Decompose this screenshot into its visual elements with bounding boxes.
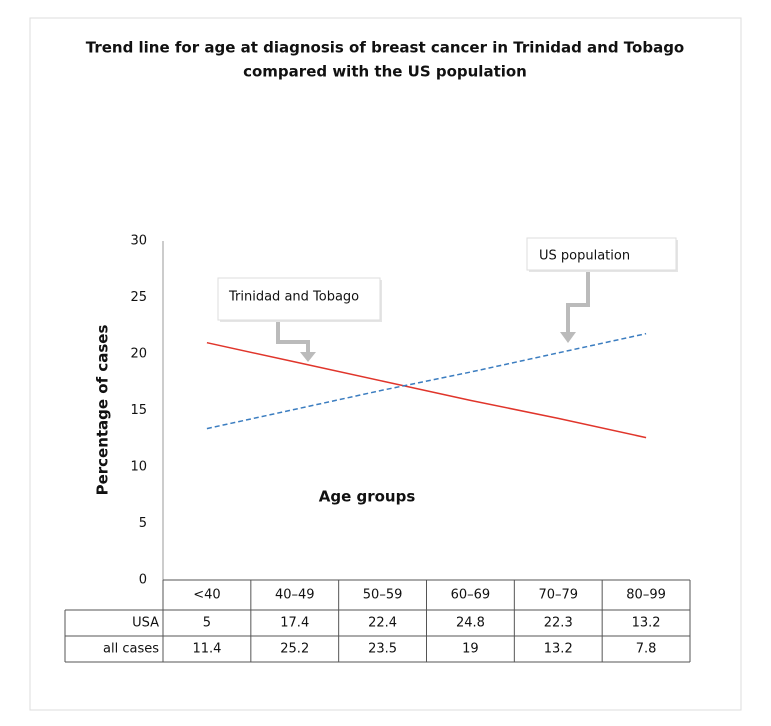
- x-tick-label: 50–59: [363, 588, 403, 603]
- y-axis-label: Percentage of cases: [94, 325, 112, 496]
- trend-line: [206, 341, 647, 439]
- x-tick-label: 80–99: [626, 588, 666, 603]
- x-tick-label: 70–79: [538, 588, 578, 603]
- table-row-label: all cases: [103, 642, 159, 657]
- trend-line: [206, 332, 647, 430]
- annotation: US population: [539, 249, 630, 264]
- frame: [29, 17, 742, 711]
- x-tick-label: 40–49: [275, 588, 315, 603]
- y-tick-label: 0: [139, 573, 147, 588]
- table-cell: 19: [462, 642, 479, 657]
- annotation-arrow: [566, 272, 590, 336]
- x-tick-label: 60–69: [451, 588, 491, 603]
- y-tick-label: 30: [130, 234, 147, 249]
- chart-title: compared with the US population: [243, 63, 527, 81]
- table-row-label: USA: [132, 616, 159, 631]
- annotation: Trinidad and Tobago: [228, 290, 359, 305]
- table-cell: 23.5: [368, 642, 397, 657]
- y-tick-label: 25: [130, 290, 147, 305]
- table-cell: 22.3: [544, 616, 573, 631]
- table-cell: 7.8: [636, 642, 657, 657]
- x-axis-label: Age groups: [319, 488, 416, 506]
- annotation-box: [217, 277, 381, 321]
- y-tick-label: 20: [130, 347, 147, 362]
- chart-title: Trend line for age at diagnosis of breas…: [86, 39, 685, 57]
- table-cell: 5: [203, 616, 211, 631]
- annotation-box: [526, 237, 677, 271]
- table-cell: 13.2: [544, 642, 573, 657]
- table-cell: 11.4: [192, 642, 221, 657]
- table-cell: 24.8: [456, 616, 485, 631]
- table-cell: 22.4: [368, 616, 397, 631]
- annotation-arrow-head: [300, 352, 316, 362]
- annotation-arrow: [276, 322, 310, 356]
- y-tick-label: 15: [130, 403, 147, 418]
- table-cell: 13.2: [632, 616, 661, 631]
- annotation-arrow-head: [560, 332, 576, 343]
- y-tick-label: 5: [139, 516, 147, 531]
- y-tick-label: 10: [130, 460, 147, 475]
- table-cell: 17.4: [280, 616, 309, 631]
- x-tick-label: <40: [193, 588, 220, 603]
- table-cell: 25.2: [280, 642, 309, 657]
